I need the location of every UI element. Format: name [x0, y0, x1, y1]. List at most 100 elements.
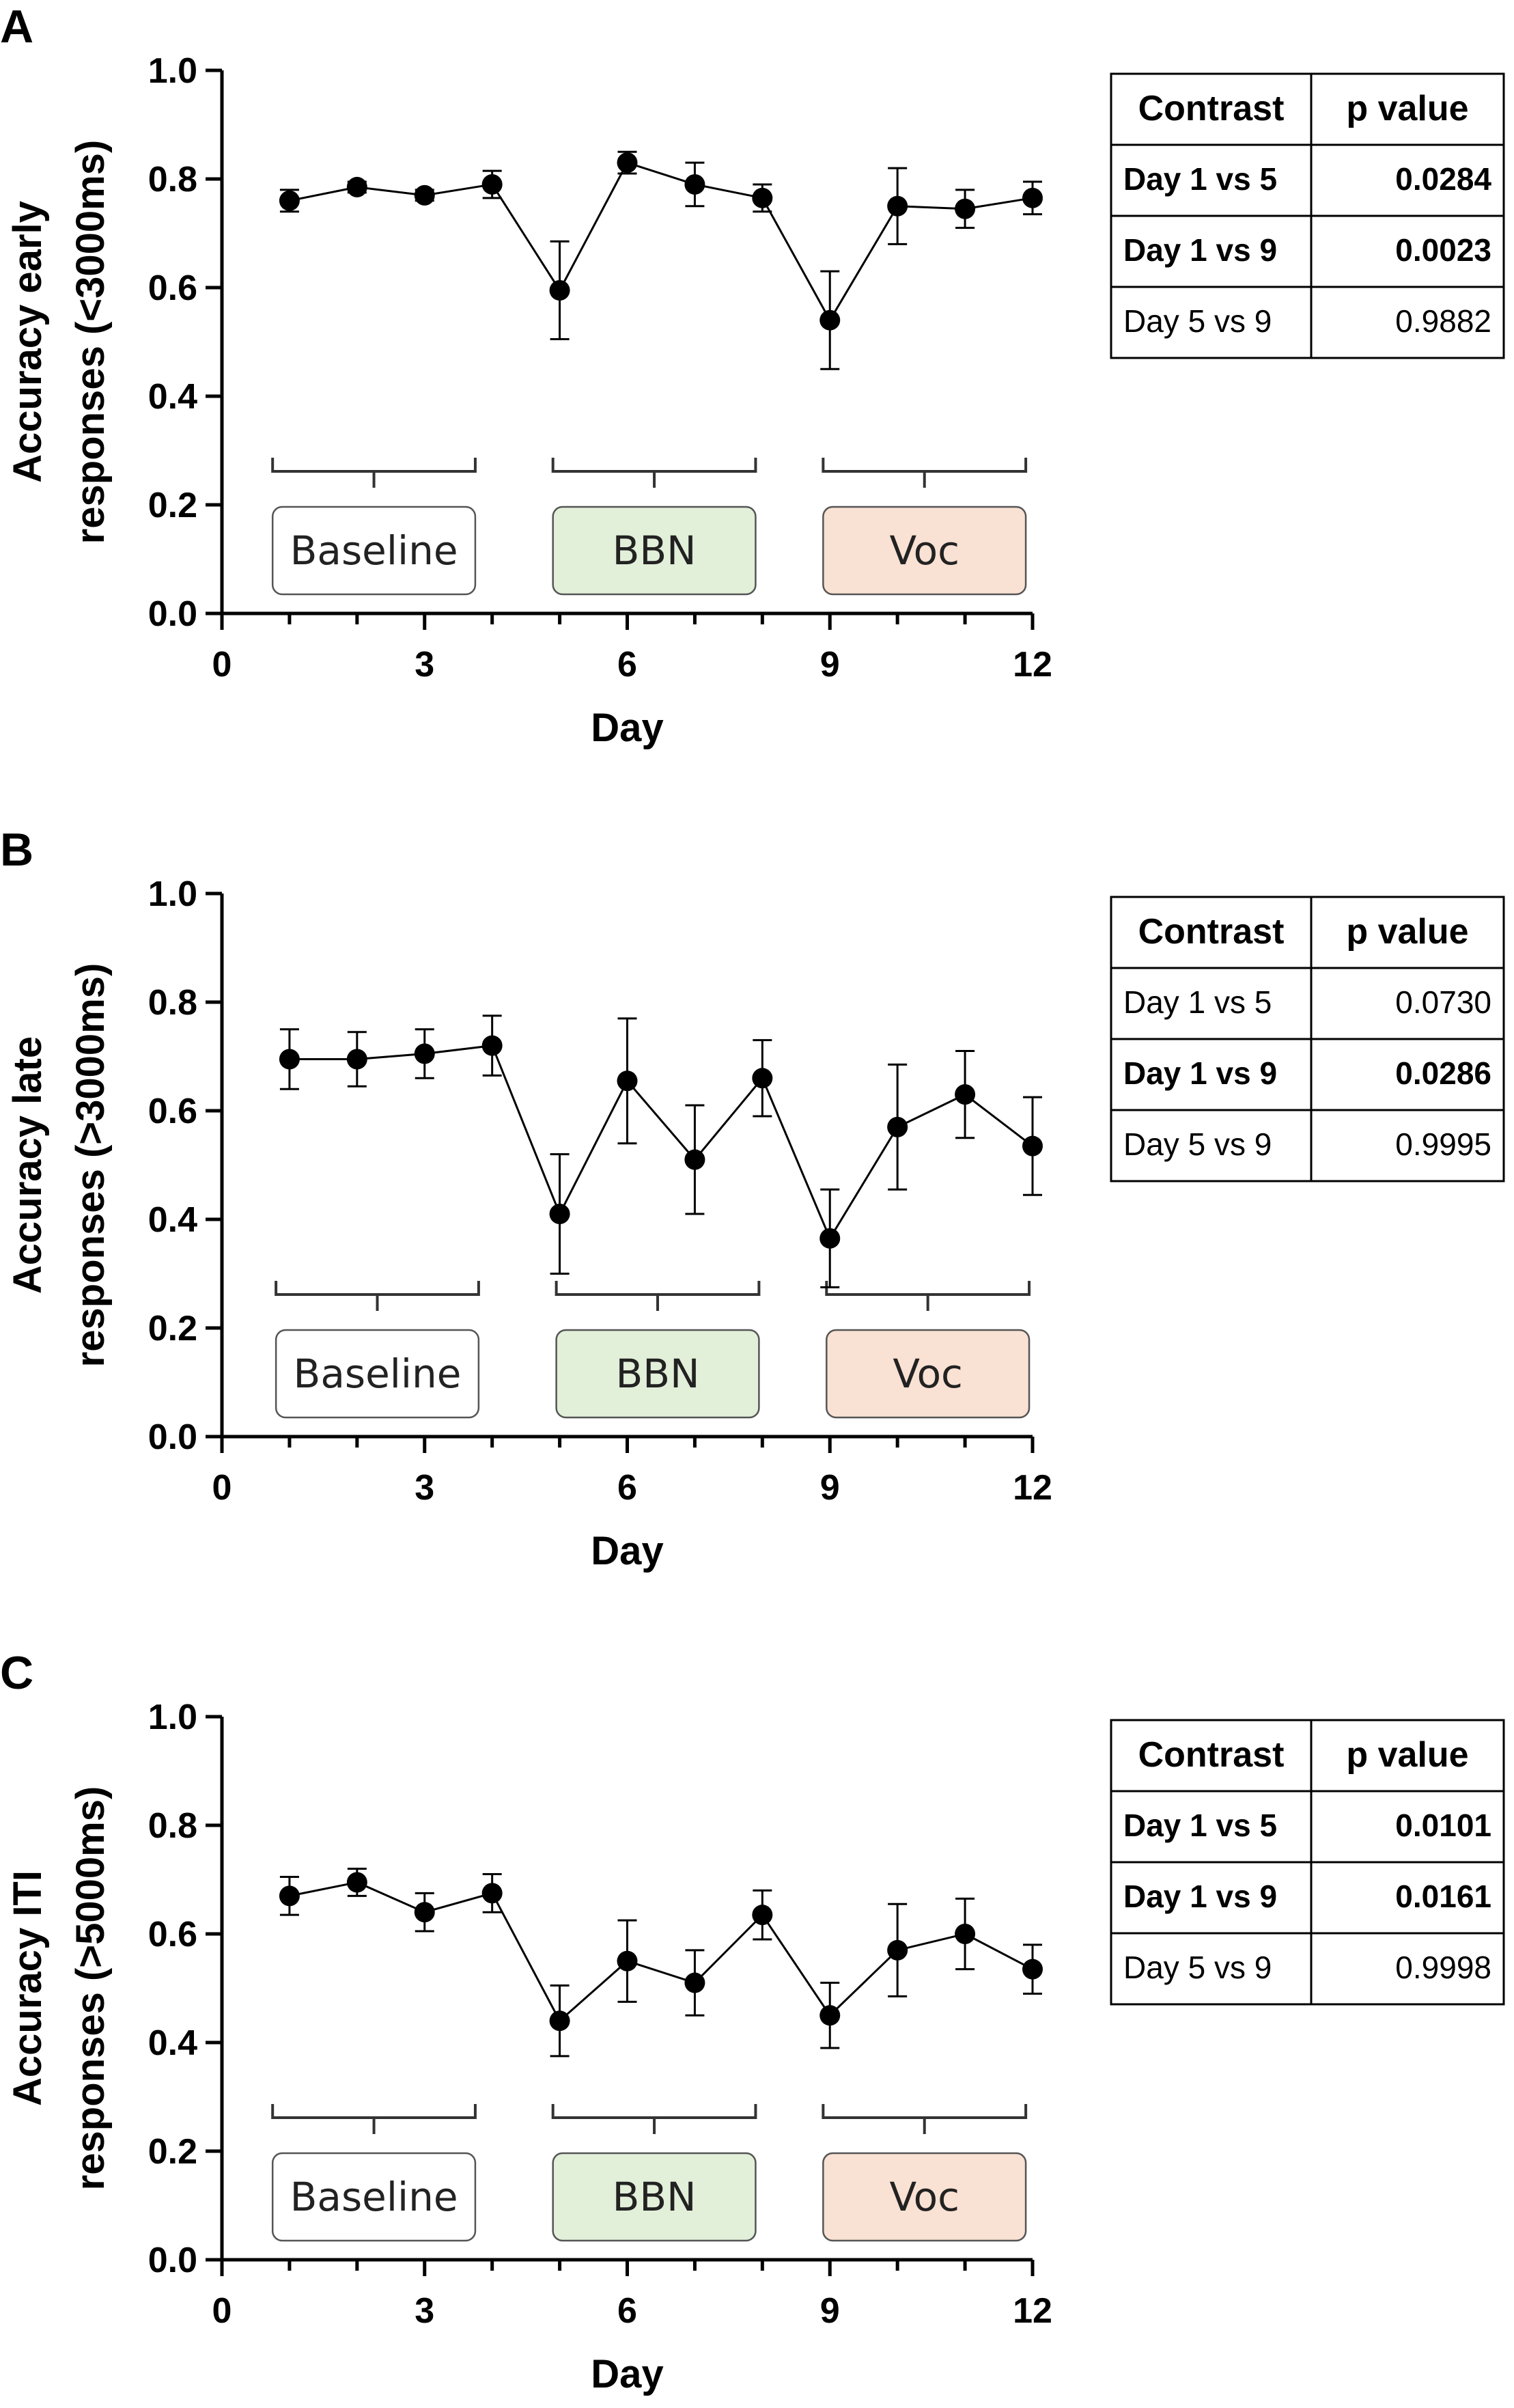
period-label: Voc [889, 527, 959, 574]
period-label: BBN [613, 527, 697, 574]
data-point [414, 184, 435, 206]
y-tick-label: 0.0 [148, 1417, 197, 1457]
y-axis-title-line2: responses (>3000ms) [68, 963, 113, 1368]
y-tick-label: 0.4 [148, 1200, 197, 1240]
y-tick-label: 1.0 [148, 874, 197, 914]
data-point [549, 2010, 570, 2032]
data-point [684, 1972, 705, 1993]
x-tick-label: 6 [617, 1468, 637, 1508]
data-point [887, 195, 908, 217]
data-point [279, 1885, 300, 1907]
data-point [752, 187, 773, 208]
data-point [684, 174, 705, 195]
x-axis-title: Day [591, 1529, 663, 1573]
y-tick-label: 0.4 [148, 2023, 197, 2063]
table-header-contrast: Contrast [1138, 1735, 1285, 1775]
table-cell-pvalue: 0.9882 [1395, 303, 1491, 339]
period-label: Baseline [290, 527, 458, 574]
data-point [819, 2005, 841, 2026]
table-cell-contrast: Day 1 vs 9 [1123, 232, 1277, 268]
period-label: Voc [889, 2174, 959, 2220]
period-box [555, 1329, 760, 1419]
y-tick-label: 0.6 [148, 1092, 197, 1131]
period-box [552, 2152, 757, 2242]
contrast-table: Contrast p value Day 1 vs 5 0.0730 Day 1 vs … [1110, 896, 1505, 1182]
table-cell-pvalue: 0.9995 [1395, 1126, 1491, 1162]
table-cell-pvalue: 0.0284 [1395, 161, 1491, 197]
y-tick-label: 0.2 [148, 486, 197, 525]
y-axis-title-line1: Accuracy ITI [5, 1870, 50, 2106]
data-point [752, 1905, 773, 1926]
data-point [1022, 1135, 1043, 1157]
y-tick-label: 0.8 [148, 1806, 197, 1846]
table-cell-contrast: Day 1 vs 5 [1123, 984, 1272, 1020]
period-box [271, 506, 477, 596]
x-tick-label: 12 [1013, 645, 1052, 684]
data-point [617, 1950, 638, 1971]
data-point [617, 1070, 638, 1092]
y-axis-title-line1: Accuracy late [5, 1036, 50, 1294]
y-tick-label: 0.4 [148, 377, 197, 417]
data-point [414, 1043, 435, 1064]
x-tick-label: 12 [1013, 2291, 1052, 2331]
data-point [1022, 187, 1043, 208]
data-point [279, 1049, 300, 1070]
table-header-contrast: Contrast [1138, 912, 1285, 952]
data-point [549, 1204, 570, 1225]
data-point [955, 1084, 976, 1105]
x-axis-title: Day [591, 2352, 663, 2396]
data-point [819, 1228, 841, 1249]
contrast-table: Contrast p value Day 1 vs 5 0.0101 Day 1 vs … [1110, 1719, 1505, 2006]
x-tick-label: 6 [617, 645, 637, 684]
table-cell-contrast: Day 1 vs 9 [1123, 1879, 1277, 1914]
y-tick-label: 0.0 [148, 594, 197, 634]
y-tick-label: 1.0 [148, 1698, 197, 1737]
data-point [955, 198, 976, 219]
data-point [617, 152, 638, 174]
table-cell-contrast: Day 5 vs 9 [1123, 1126, 1272, 1162]
y-tick-label: 0.6 [148, 1915, 197, 1954]
x-tick-label: 12 [1013, 1468, 1052, 1508]
panel-A: A 0.0 0.2 0.4 0.6 0.8 1.0 0 3 6 9 12 Day Accuracy ear… [0, 1, 1505, 750]
x-tick-label: 9 [820, 645, 840, 684]
period-label: BBN [616, 1351, 700, 1397]
period-label: Baseline [290, 2174, 458, 2220]
period-bracket [551, 2104, 757, 2134]
data-point [887, 1939, 908, 1961]
y-tick-label: 0.8 [148, 160, 197, 199]
period-bracket [555, 1281, 761, 1311]
table-cell-pvalue: 0.9998 [1395, 1950, 1491, 1985]
x-tick-label: 0 [212, 2291, 232, 2331]
contrast-table: Contrast p value Day 1 vs 5 0.0284 Day 1 vs … [1110, 72, 1505, 359]
table-header-pvalue: p value [1346, 89, 1468, 128]
y-tick-label: 0.2 [148, 2132, 197, 2172]
data-point [1022, 1959, 1043, 1980]
panel-letter: A [0, 1, 33, 53]
data-point [481, 1883, 503, 1904]
data-point [346, 1049, 367, 1070]
data-point [819, 309, 841, 331]
data-point [346, 1872, 367, 1893]
data-point [279, 190, 300, 211]
data-point [481, 174, 503, 195]
period-box [826, 1329, 1031, 1419]
panel-letter: C [0, 1647, 33, 1699]
period-box [271, 2152, 477, 2242]
table-cell-contrast: Day 1 vs 5 [1123, 161, 1277, 197]
period-box [275, 1329, 480, 1419]
period-box [822, 506, 1027, 596]
table-cell-contrast: Day 5 vs 9 [1123, 1950, 1272, 1985]
x-tick-label: 0 [212, 645, 232, 684]
data-point [684, 1149, 705, 1170]
y-axis-title-line2: responses (>5000ms) [68, 1786, 113, 2191]
table-cell-contrast: Day 5 vs 9 [1123, 303, 1272, 339]
y-tick-label: 0.2 [148, 1309, 197, 1348]
period-box [552, 506, 757, 596]
data-point [752, 1068, 773, 1089]
period-box [822, 2152, 1027, 2242]
table-header-pvalue: p value [1346, 912, 1468, 952]
y-tick-label: 1.0 [148, 51, 197, 91]
period-bracket [825, 1281, 1031, 1311]
table-cell-pvalue: 0.0161 [1395, 1879, 1491, 1914]
